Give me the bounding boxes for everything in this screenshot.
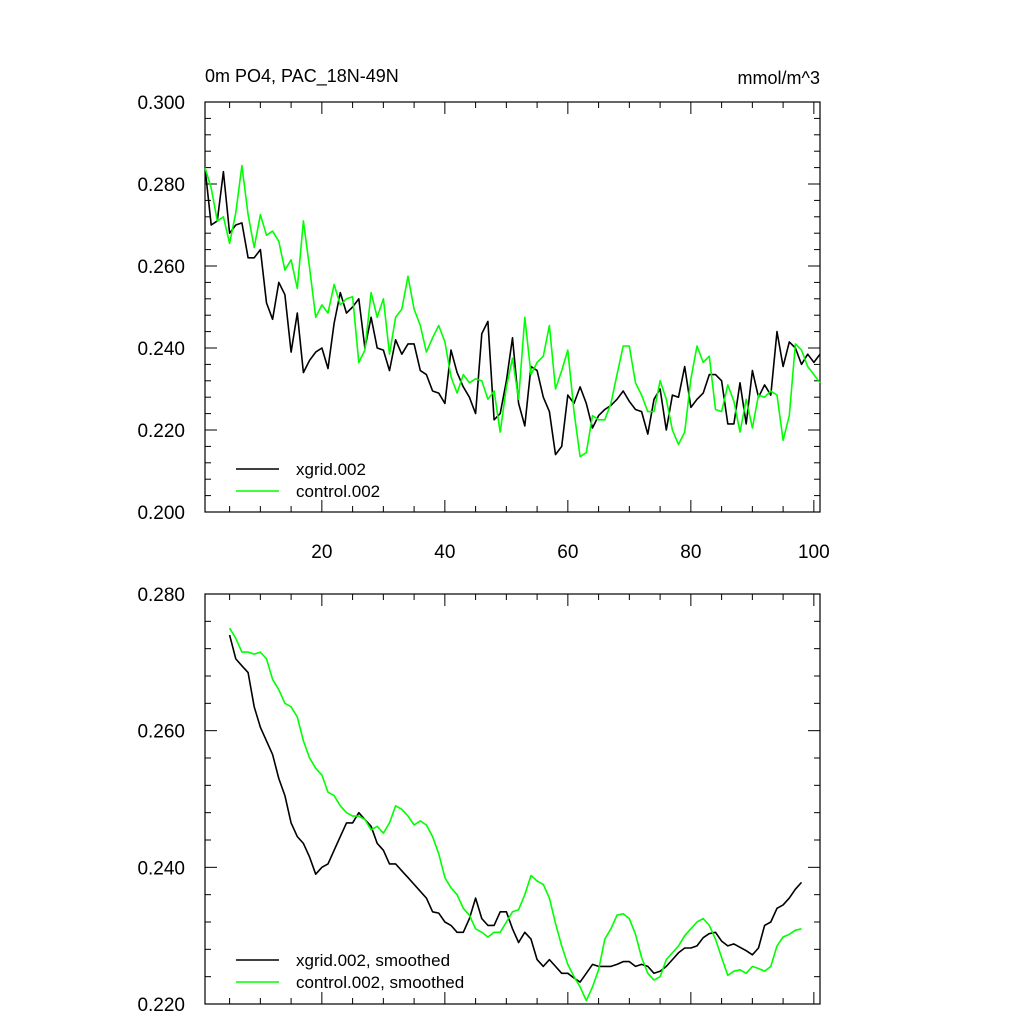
top-ytick-label: 0.280 [137, 175, 185, 196]
bottom-legend: xgrid.002, smoothed control.002, smoothe… [236, 951, 464, 992]
top-legend: xgrid.002 control.002 [236, 460, 380, 501]
bottom-series-xgrid-line [228, 634, 803, 983]
top-ytick-label: 0.240 [137, 339, 185, 360]
top-chart-title: 0m PO4, PAC_18N-49N [205, 66, 399, 87]
bottom-ytick-label: 0.260 [137, 722, 185, 743]
top-xtick-label: 60 [557, 542, 578, 563]
top-chart: 0.200 0.220 0.240 0.260 0.280 0.300 20 40 60 80 10… [137, 93, 829, 563]
top-ytick-label: 0.220 [137, 421, 185, 442]
bottom-chart: 0.220 0.240 0.260 0.280 [137, 585, 821, 1016]
top-chart-units: mmol/m^3 [738, 68, 820, 88]
top-xtick-label: 100 [798, 542, 830, 563]
top-ytick-label: 0.260 [137, 257, 185, 278]
top-series-xgrid-line [204, 167, 821, 456]
bottom-series-control-line [228, 627, 802, 1002]
top-xtick-label: 80 [680, 542, 701, 563]
top-series-control-line [204, 164, 821, 458]
bottom-legend-label-control: control.002, smoothed [296, 973, 464, 992]
top-xtick-label: 40 [434, 542, 455, 563]
bottom-ytick-label: 0.220 [137, 995, 185, 1016]
bottom-ytick-label: 0.240 [137, 858, 185, 879]
top-ytick-label: 0.300 [137, 93, 185, 114]
bottom-ytick-label: 0.280 [137, 585, 185, 606]
top-plot-frame [204, 101, 821, 513]
bottom-plot-frame [204, 593, 821, 1005]
top-legend-label-control: control.002 [296, 482, 380, 501]
top-ytick-label: 0.200 [137, 503, 185, 524]
bottom-legend-label-xgrid: xgrid.002, smoothed [296, 951, 450, 970]
top-legend-label-xgrid: xgrid.002 [296, 460, 366, 479]
top-xtick-label: 20 [311, 542, 332, 563]
